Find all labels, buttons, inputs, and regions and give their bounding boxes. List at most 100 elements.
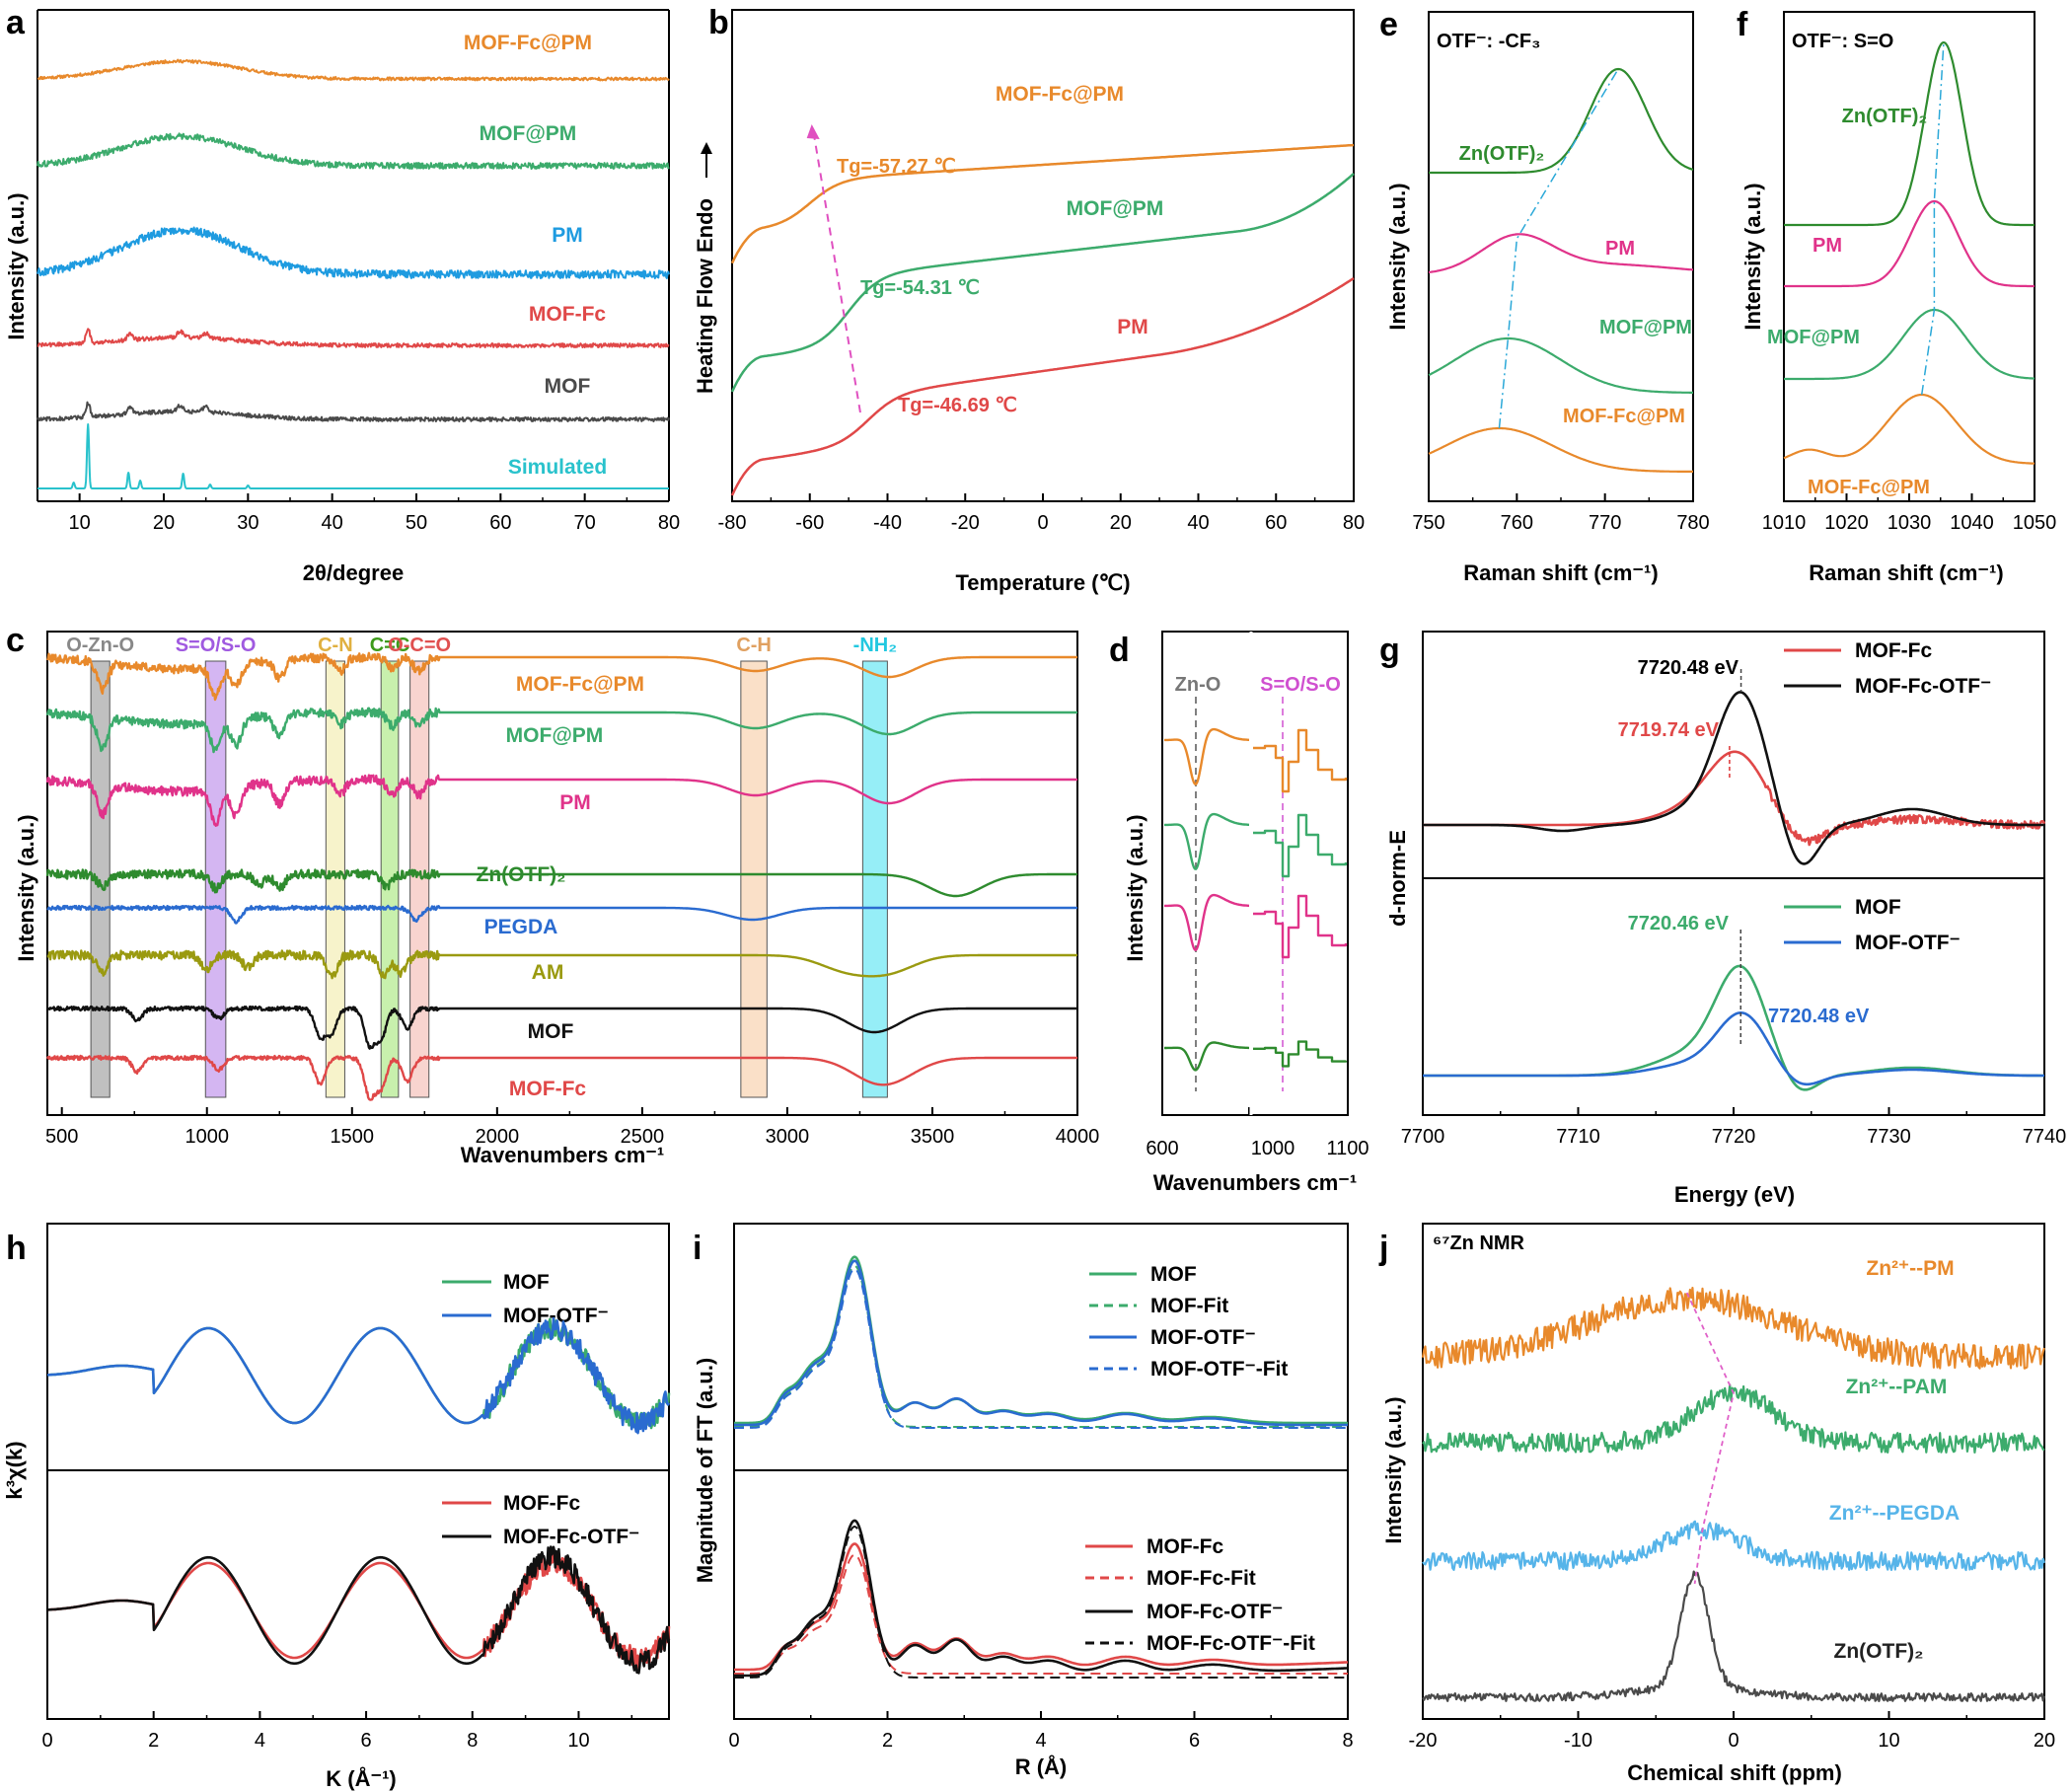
c-x-axis: 500 1000 1500 2000 2500 3000 3500 4000 (45, 1107, 1099, 1148)
x-tick-label: -40 (873, 512, 902, 534)
e-title: OTF⁻: -CF₃ (1437, 31, 1540, 52)
j-series-label: Zn²⁺--PAM (1846, 1376, 1948, 1398)
e-series-label: Zn(OTF)₂ (1459, 143, 1545, 165)
d-left-series (1163, 893, 1250, 951)
f-series-Zn(OTF)₂ (1784, 40, 2035, 227)
h-legend-label: MOF-Fc-OTF⁻ (503, 1526, 639, 1548)
f-title: OTF⁻: S=O (1792, 31, 1893, 52)
g-annot-red: 7719.74 eV (1618, 719, 1720, 741)
b-tg-label: Tg=-57.27 ℃ (837, 156, 956, 178)
i-legend-label: MOF-Fc-OTF⁻ (1147, 1601, 1283, 1623)
a-series-MOF@PM (37, 132, 670, 170)
x-tick-label: 70 (574, 512, 596, 534)
f-series-label: Zn(OTF)₂ (1842, 106, 1928, 127)
e-series-MOF-Fc@PM (1428, 426, 1693, 473)
i-legend-label: MOF-Fc-OTF⁻-Fit (1147, 1632, 1315, 1655)
d-right-series (1253, 728, 1348, 793)
h-legend-label: MOF-OTF⁻ (503, 1305, 609, 1327)
x-tick-label: 7720 (1712, 1126, 1756, 1148)
x-tick-label: 2500 (621, 1126, 665, 1148)
c-band-label: O-Zn-O (66, 635, 134, 656)
x-tick-label: 1500 (331, 1126, 375, 1148)
j-title: ⁶⁷Zn NMR (1433, 1232, 1525, 1254)
c-series-label: MOF-Fc (509, 1078, 586, 1100)
x-tick-label: 600 (1146, 1138, 1178, 1159)
d-x-label: Wavenumbers cm⁻¹ (1153, 1170, 1357, 1195)
i-series-MOF-OTF⁻ (733, 1259, 1349, 1427)
c-band-label: O-C=O (388, 635, 451, 656)
c-series-label: PM (559, 791, 591, 814)
x-tick-label: 10 (567, 1730, 589, 1752)
panel-letter-g: g (1379, 632, 1400, 669)
a-x-label: 2θ/degree (303, 560, 404, 585)
g-series-MOF-Fc (1422, 750, 2046, 847)
f-series-label: MOF@PM (1767, 327, 1860, 348)
i-legend-label: MOF (1150, 1263, 1197, 1286)
a-series-label: MOF@PM (480, 122, 577, 145)
e-peak-trend (1498, 68, 1619, 429)
h-y-label: k³χ(k) (2, 1441, 27, 1499)
c-series-label: Zn(OTF)₂ (477, 863, 566, 886)
d-right-series (1253, 813, 1348, 878)
e-series-label: MOF-Fc@PM (1563, 406, 1685, 427)
d-annot-so: S=O/S-O (1260, 674, 1341, 696)
c-band-label: -NH₂ (853, 635, 897, 656)
h-x-axis: 0 2 4 6 8 10 (41, 1711, 633, 1752)
b-y-label: Heating Flow Endo (693, 198, 717, 394)
x-tick-label: 1100 (1326, 1138, 1369, 1159)
panel-letter-c: c (6, 622, 25, 659)
g-x-axis: 7700 7710 7720 7730 7740 (1401, 1107, 2066, 1148)
x-tick-label: 10 (1878, 1730, 1899, 1752)
x-tick-label: 4 (255, 1730, 265, 1752)
a-x-axis: 10 20 30 40 50 60 70 80 (37, 493, 680, 534)
c-series-MOF@PM (45, 707, 1078, 754)
j-series-Zn²⁺--PM (1421, 1287, 2046, 1370)
x-tick-label: 1010 (1762, 512, 1807, 534)
x-tick-label: 80 (658, 512, 680, 534)
c-x-label: Wavenumbers cm⁻¹ (461, 1143, 664, 1167)
e-series-MOF@PM (1428, 336, 1693, 394)
d-right-series (1253, 1040, 1348, 1068)
c-band-label: C-N (318, 635, 353, 656)
x-tick-label: 40 (322, 512, 343, 534)
x-tick-label: 50 (406, 512, 427, 534)
f-series-MOF@PM (1784, 308, 2035, 381)
x-tick-label: -20 (1409, 1730, 1438, 1752)
x-tick-label: 30 (237, 512, 259, 534)
f-series-PM (1784, 199, 2035, 288)
d-left-series (1163, 1041, 1250, 1072)
c-series-label: MOF (528, 1020, 574, 1043)
panel-letter-h: h (6, 1230, 27, 1267)
h-legend-label: MOF-Fc (503, 1492, 580, 1515)
x-tick-label: 3000 (766, 1126, 810, 1148)
j-y-label: Intensity (a.u.) (1381, 1396, 1406, 1543)
panel-letter-d: d (1109, 632, 1130, 669)
c-series-Zn(OTF)₂ (45, 868, 1078, 898)
x-tick-label: 780 (1676, 512, 1709, 534)
b-tg-label: Tg=-54.31 ℃ (860, 277, 980, 299)
c-band-label: S=O/S-O (176, 635, 257, 656)
h-series-MOF-Fc-OTF⁻ (46, 1545, 671, 1675)
c-band (204, 660, 227, 1098)
j-peak-trend (1685, 1292, 1735, 1585)
x-tick-label: 40 (1187, 512, 1209, 534)
x-tick-label: 1000 (185, 1126, 229, 1148)
d-y-label: Intensity (a.u.) (1123, 814, 1147, 961)
x-tick-label: -10 (1564, 1730, 1592, 1752)
c-series-PEGDA (46, 904, 1078, 925)
x-tick-label: 8 (467, 1730, 478, 1752)
j-frame (1422, 1223, 2045, 1720)
b-series-label: MOF@PM (1067, 197, 1164, 220)
a-series-label: MOF (545, 375, 591, 398)
b-series-MOF@PM (730, 173, 1355, 393)
x-tick-label: 60 (1265, 512, 1287, 534)
x-tick-label: 6 (1189, 1730, 1200, 1752)
b-tg-trend-line (812, 132, 861, 413)
a-series-label: PM (552, 224, 583, 247)
x-tick-label: 4000 (1056, 1126, 1100, 1148)
f-x-axis: 1010 1020 1030 1040 1050 (1762, 493, 2056, 534)
e-x-label: Raman shift (cm⁻¹) (1463, 560, 1658, 585)
g-annot-green: 7720.46 eV (1628, 913, 1730, 934)
x-tick-label: 80 (1343, 512, 1365, 534)
